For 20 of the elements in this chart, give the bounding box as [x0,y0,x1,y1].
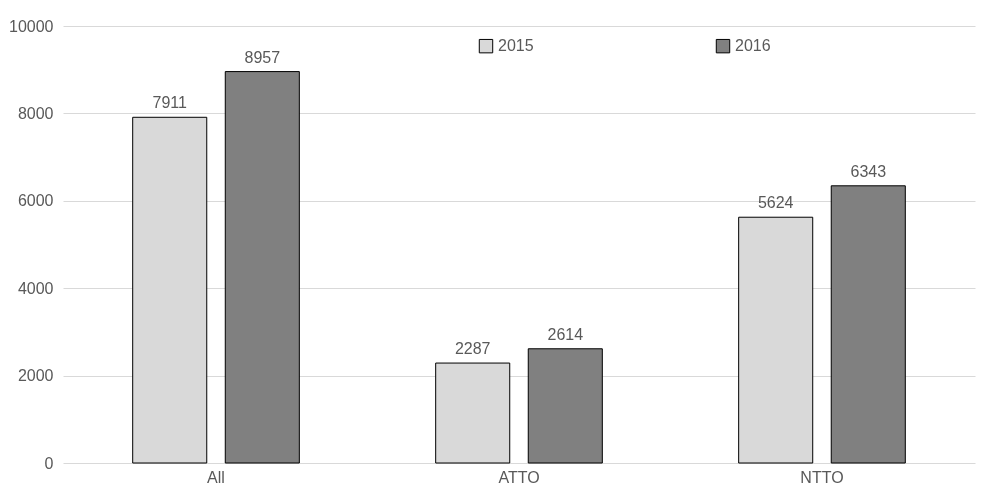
bar [527,348,603,464]
legend-label: 2016 [735,37,771,55]
data-label: 5624 [757,194,794,212]
y-tick-label: 4000 [17,279,54,297]
y-tick-label: 8000 [17,104,54,122]
data-label: 7911 [152,94,188,112]
bar [830,185,906,464]
data-label: 8957 [244,48,281,66]
y-tick-label: 6000 [17,192,54,210]
y-tick-label: 10000 [9,17,54,35]
y-tick-label: 0 [44,454,54,472]
x-tick-label: All [207,468,225,486]
x-tick-label: NTTO [800,468,844,486]
data-label: 2614 [547,325,584,343]
data-label: 6343 [850,162,887,180]
bar [224,71,300,464]
y-tick-label: 2000 [17,367,54,385]
legend-label: 2015 [498,37,534,55]
data-label: 2287 [454,340,491,358]
x-tick-label: ATTO [498,468,540,486]
